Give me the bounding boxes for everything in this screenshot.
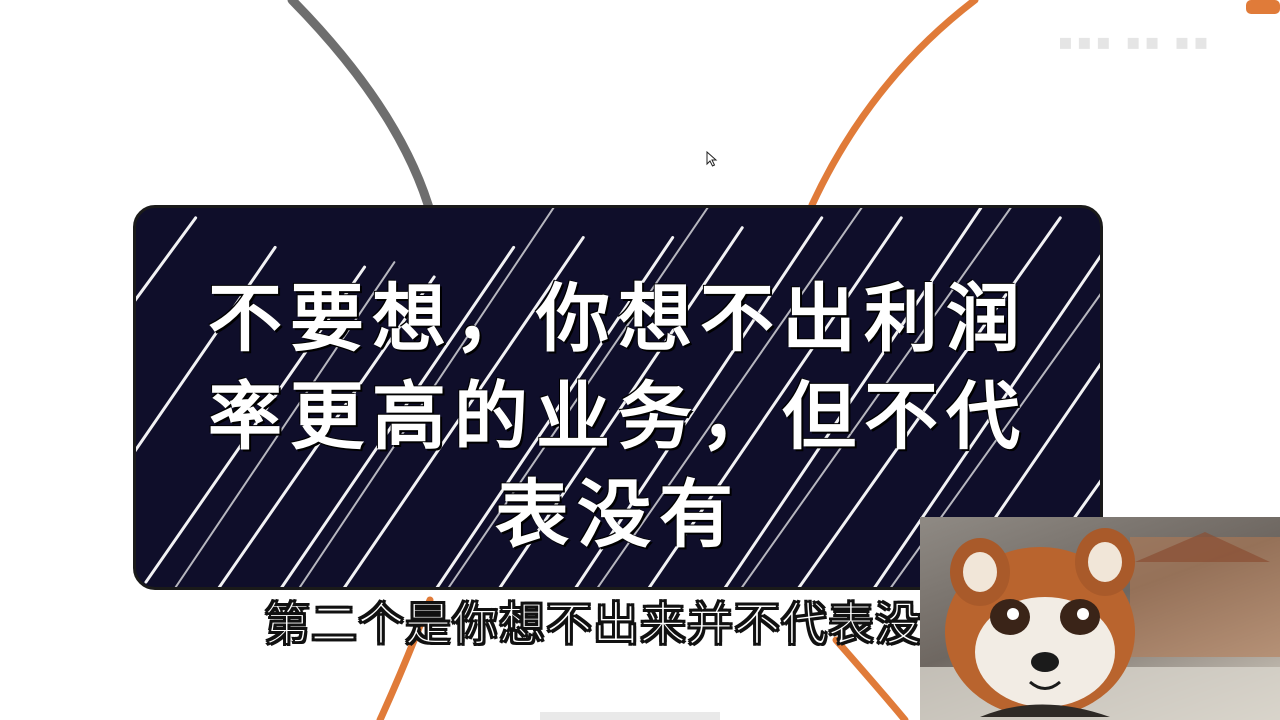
- video-subtitle: 第二个是你想不出来并不代表没有啊: [263, 596, 1016, 652]
- webcam-overlay: [920, 517, 1280, 720]
- hatch-pattern: [136, 208, 1100, 587]
- mouse-cursor-icon: [706, 151, 718, 167]
- gray-arc: [287, 0, 440, 235]
- bottom-edge-mark: [540, 712, 720, 720]
- orange-arc-bottom-left: [376, 596, 434, 720]
- red-panda-avatar-icon: [920, 528, 1280, 720]
- corner-accent: [1246, 0, 1280, 14]
- orange-arc-top: [808, 0, 979, 209]
- slide-title: 不要想，你想不出利润率更高的业务，但不代表没有: [208, 276, 1028, 558]
- watermark-text: ▪▪▪ ▪▪ ▪▪: [1058, 30, 1213, 55]
- orange-arc-bottom-right: [832, 636, 909, 720]
